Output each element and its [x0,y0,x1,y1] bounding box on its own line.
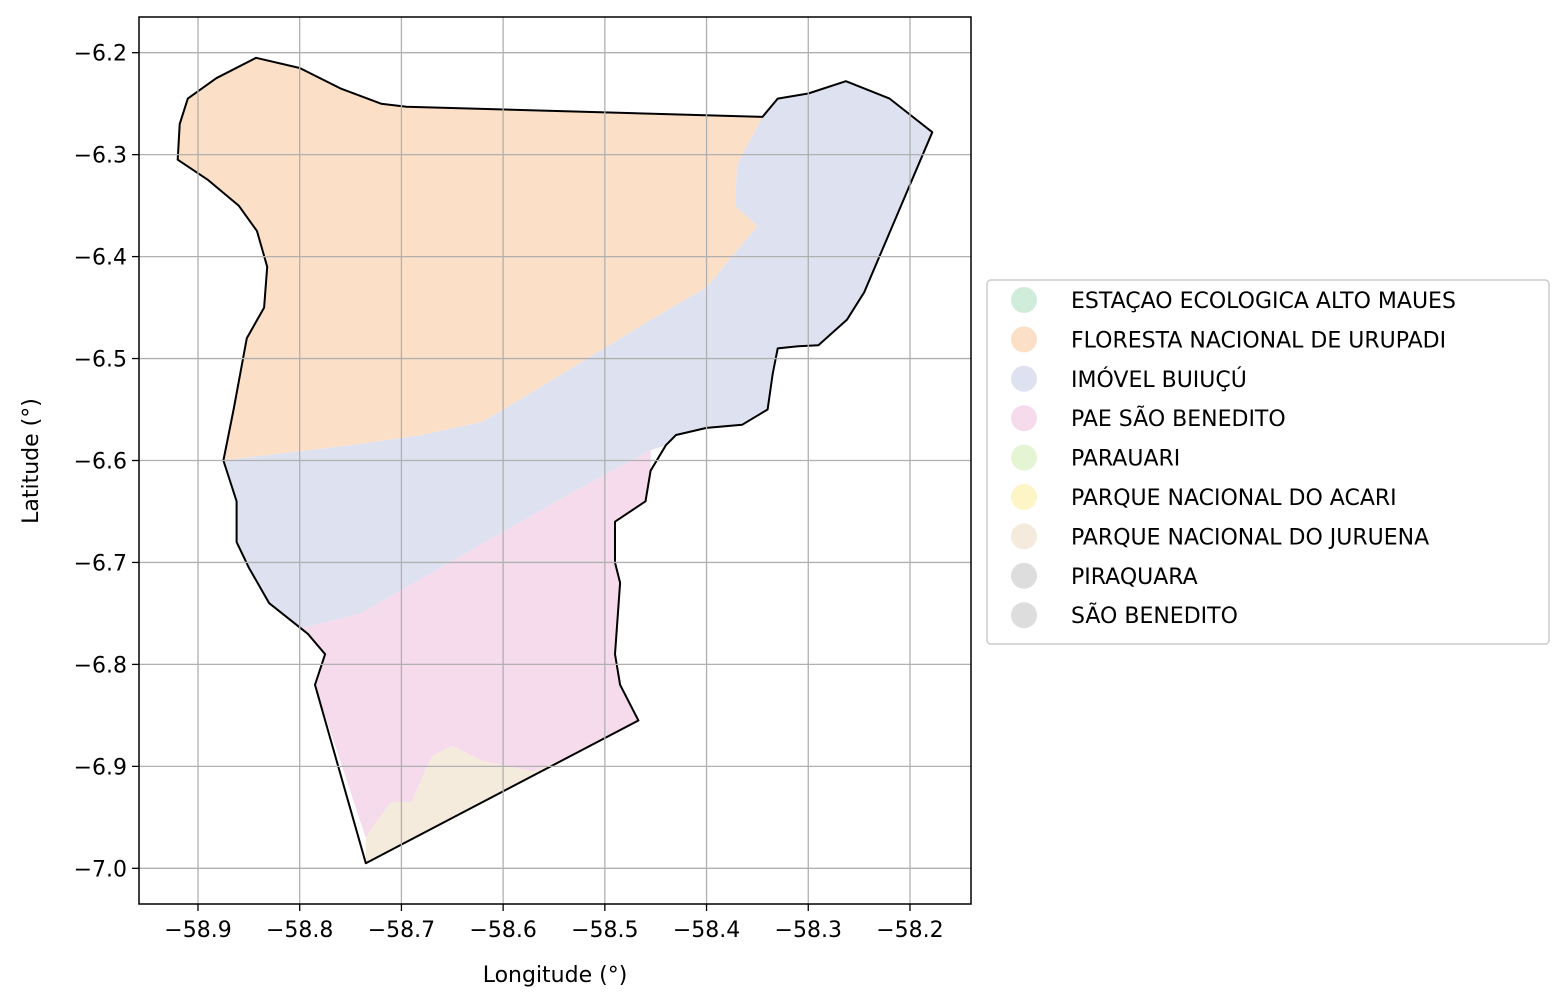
x-axis-title: Longitude (°) [483,963,628,988]
legend-label: PAE SÃO BENEDITO [1071,405,1286,432]
x-tick-label: −58.2 [876,918,943,943]
y-tick-label: −6.3 [74,144,127,169]
legend-marker [1011,562,1037,589]
x-tick-label: −58.3 [775,918,842,943]
y-tick-label: −6.4 [74,246,127,271]
region-floresta-nacional-de-urupadi [177,57,763,461]
y-tick-label: −6.7 [74,551,127,576]
legend-label: FLORESTA NACIONAL DE URUPADI [1071,328,1446,353]
legend-marker [1011,405,1037,432]
legend-frame [986,279,1550,645]
legend-marker [1011,523,1037,550]
legend-marker [1011,326,1037,353]
legend-marker [1011,287,1037,313]
legend: ESTAÇAO ECOLOGICA ALTO MAUES FLORESTA NAC… [986,279,1550,645]
y-tick-label: −6.5 [74,348,127,373]
x-tick-label: −58.8 [266,918,333,943]
legend-label: SÃO BENEDITO [1071,602,1238,629]
x-tick-label: −58.6 [469,918,536,943]
y-tick-label: −7.0 [74,857,127,882]
region-im-vel-buiu [222,81,933,629]
x-tick-label: −58.7 [368,918,435,943]
legend-label: PARQUE NACIONAL DO JURUENA [1071,525,1429,550]
y-axis-title: Latitude (°) [19,398,44,524]
legend-label: ESTAÇAO ECOLOGICA ALTO MAUES [1071,289,1456,314]
legend-label: IMÓVEL BUIUÇÚ [1071,367,1247,393]
legend-marker [1011,365,1037,392]
grid-lines [139,17,971,904]
y-tick-label: −6.6 [74,450,127,475]
x-tick-label: −58.9 [164,918,231,943]
region-pae-s-o-benedito [299,450,651,838]
y-tick-label: −6.9 [74,755,127,780]
legend-label: PARQUE NACIONAL DO ACARI [1071,486,1397,511]
legend-marker [1011,602,1037,629]
legend-label: PIRAQUARA [1071,565,1198,590]
x-tick-label: −58.5 [571,918,638,943]
y-tick-label: −6.8 [74,653,127,678]
axis-ticks: −58.9 −58.8 −58.7 −58.6 −58.5 −58.4 −58.3 −58.2… [74,42,944,943]
map-layer [176,56,934,865]
y-tick-label: −6.2 [74,42,127,67]
x-tick-label: −58.4 [673,918,740,943]
legend-marker [1011,444,1037,471]
legend-label: PARAUARI [1071,447,1180,472]
legend-marker [1011,484,1037,510]
